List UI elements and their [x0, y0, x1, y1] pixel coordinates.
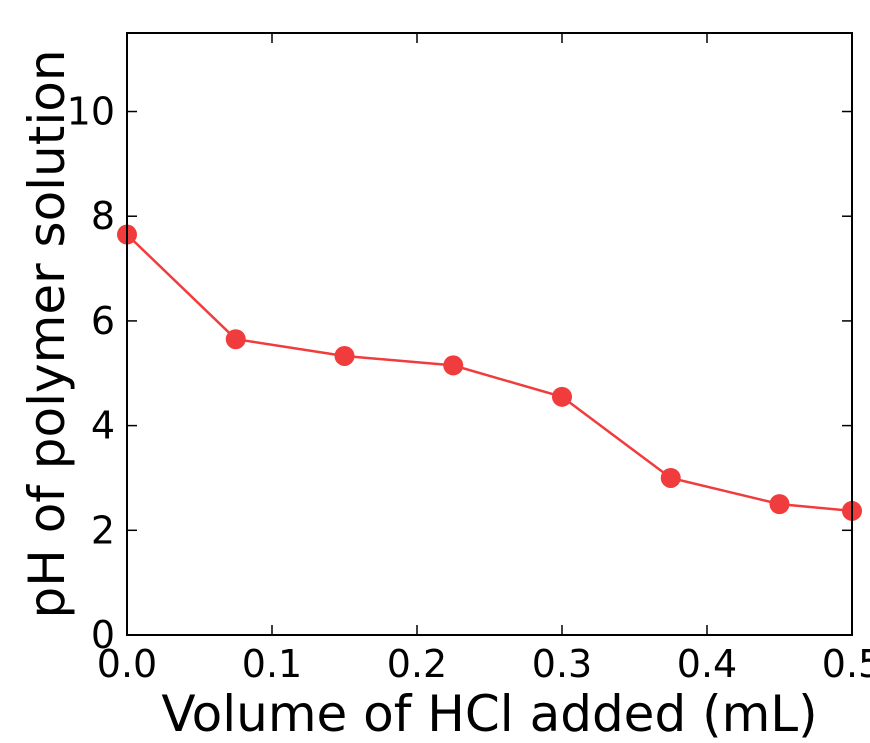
plot-frame: [126, 32, 853, 636]
y-axis-label: pH of polymer solution: [18, 49, 76, 618]
data-point: [552, 386, 572, 407]
data-point: [660, 467, 681, 488]
plot-area: [127, 33, 852, 635]
y-tick-label: 4: [91, 404, 115, 448]
x-tick-label: 0.5: [822, 642, 870, 686]
x-tick-label: 0.3: [532, 642, 592, 686]
x-tick-label: 0.4: [677, 642, 737, 686]
tick-labels: 0.0 0.1 0.2 0.3 0.4 0.5 0 2 4 6 8 10: [67, 90, 870, 686]
y-tick-label: 0: [91, 613, 115, 657]
y-tick-label: 2: [91, 508, 115, 552]
x-tick-label: 0.0: [97, 642, 157, 686]
data-point: [769, 494, 790, 515]
series-line: [126, 233, 853, 513]
y-tick-label: 6: [91, 299, 115, 343]
data-point: [225, 329, 246, 350]
y-tick-label: 8: [91, 194, 115, 238]
x-tick-label: 0.2: [387, 642, 447, 686]
x-axis-label: Volume of HCl added (mL): [161, 685, 817, 743]
data-point: [334, 345, 355, 366]
x-tick-label: 0.1: [242, 642, 302, 686]
data-point: [443, 355, 464, 376]
y-tick-label: 10: [67, 90, 115, 134]
